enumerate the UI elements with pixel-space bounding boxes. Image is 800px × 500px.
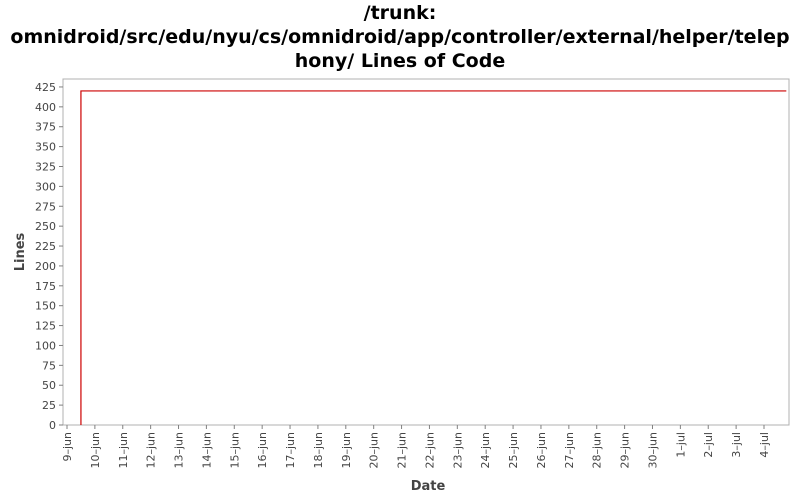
x-tick-label: 27–jun [563, 432, 576, 469]
y-tick-label: 300 [35, 180, 56, 193]
x-tick-label: 29–jun [619, 432, 632, 469]
x-tick-label: 16–jun [256, 432, 269, 469]
y-tick-label: 50 [42, 379, 56, 392]
x-tick-label: 19–jun [340, 432, 353, 469]
series-group [80, 90, 787, 426]
x-tick-label: 28–jun [591, 432, 604, 469]
x-tick-label: 13–jun [173, 432, 186, 469]
y-tick-label: 350 [35, 141, 56, 154]
chart-title-line: hony/ Lines of Code [295, 50, 505, 72]
x-tick-label: 30–jun [646, 432, 659, 469]
chart-title-line: /trunk: [364, 2, 437, 24]
x-axis-label: Date [411, 479, 446, 494]
plot-area [62, 78, 790, 426]
y-tick-label: 0 [49, 419, 56, 432]
y-tick-label: 400 [35, 101, 56, 114]
x-tick-label: 4–jul [758, 432, 771, 458]
x-tick-label: 10–jun [89, 432, 102, 469]
x-tick-label: 17–jun [284, 432, 297, 469]
x-tick-label: 11–jun [117, 432, 130, 469]
y-tick-label: 75 [42, 359, 56, 372]
y-tick-label: 25 [42, 399, 56, 412]
x-tick-label: 14–jun [200, 432, 213, 469]
y-tick-label: 375 [35, 121, 56, 134]
x-tick-label: 9–jun [61, 432, 74, 462]
y-tick-label: 200 [35, 260, 56, 273]
y-tick-label: 325 [35, 160, 56, 173]
x-tick-label: 21–jun [396, 432, 409, 469]
y-tick-label: 175 [35, 280, 56, 293]
y-axis: 0 25 50 75 100 125 150 175 200 225 250 275 300 325 350… [35, 81, 63, 432]
y-tick-label: 150 [35, 300, 56, 313]
chart-title-line: omnidroid/src/edu/nyu/cs/omnidroid/app/c… [10, 26, 789, 48]
x-tick-label: 3–jul [730, 432, 743, 458]
x-tick-label: 15–jun [228, 432, 241, 469]
x-tick-label: 20–jun [368, 432, 381, 469]
chart-title: /trunk:omnidroid/src/edu/nyu/cs/omnidroi… [10, 2, 789, 72]
y-tick-label: 425 [35, 81, 56, 94]
x-tick-label: 22–jun [423, 432, 436, 469]
x-tick-label: 26–jun [535, 432, 548, 469]
x-tick-label: 2–jul [702, 432, 715, 458]
x-tick-label: 1–jul [674, 432, 687, 458]
x-tick-label: 18–jun [312, 432, 325, 469]
x-tick-label: 24–jun [479, 432, 492, 469]
y-tick-label: 100 [35, 339, 56, 352]
x-tick-label: 12–jun [145, 432, 158, 469]
y-tick-label: 250 [35, 220, 56, 233]
x-axis: 9–jun 10–jun 11–jun 12–jun 13–jun 14–jun 15–ju… [61, 425, 771, 469]
x-tick-label: 25–jun [507, 432, 520, 469]
y-tick-label: 225 [35, 240, 56, 253]
y-tick-label: 275 [35, 200, 56, 213]
y-tick-label: 125 [35, 320, 56, 333]
x-tick-label: 23–jun [451, 432, 464, 469]
y-axis-label: Lines [13, 232, 28, 271]
